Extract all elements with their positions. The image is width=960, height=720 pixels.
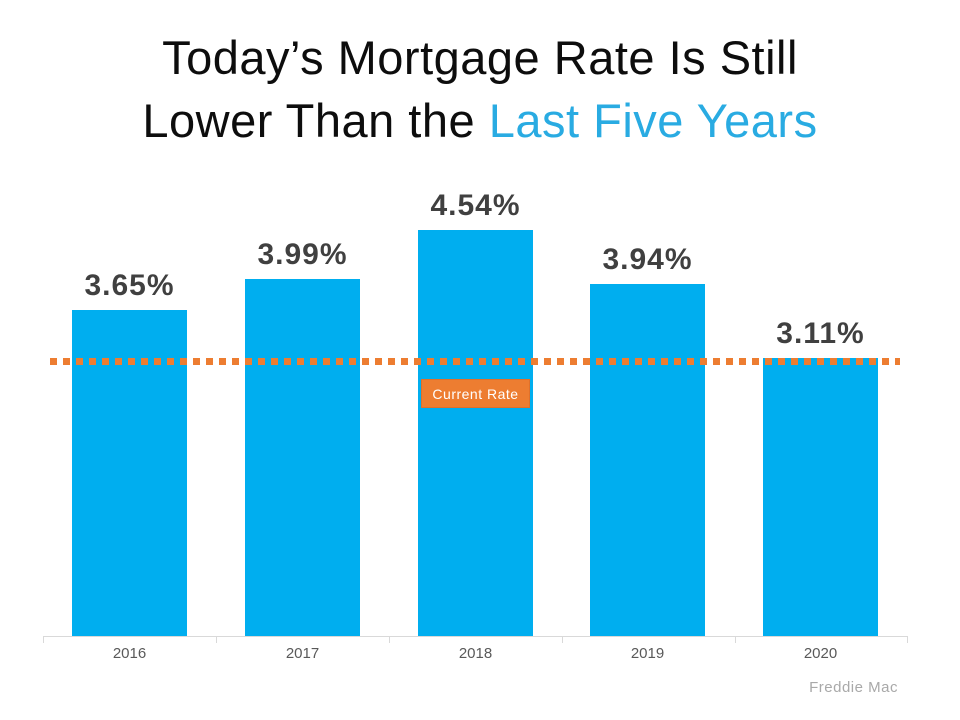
axis-tick xyxy=(735,637,736,643)
chart-title-line1: Today’s Mortgage Rate Is Still xyxy=(162,31,798,84)
x-axis-line xyxy=(43,636,908,643)
current-rate-line xyxy=(50,358,900,365)
axis-tick xyxy=(216,637,217,643)
x-tick-label-2020: 2020 xyxy=(803,645,838,662)
bar-value-label-2019: 3.94% xyxy=(602,243,693,276)
chart-title: Today’s Mortgage Rate Is Still Lower Tha… xyxy=(0,26,960,152)
chart-title-line2-accent: Last Five Years xyxy=(488,94,818,147)
x-tick-label-2019: 2019 xyxy=(630,645,665,662)
x-tick-label-2018: 2018 xyxy=(458,645,493,662)
bar-value-label-2016: 3.65% xyxy=(84,269,175,302)
chart-title-line2-prefix: Lower Than the xyxy=(142,94,489,147)
bar-value-label-2018: 4.54% xyxy=(430,189,521,222)
current-rate-tag: Current Rate xyxy=(421,379,530,408)
source-attribution: Freddie Mac xyxy=(809,679,898,696)
x-tick-label-2017: 2017 xyxy=(285,645,320,662)
axis-tick xyxy=(43,637,44,643)
axis-tick xyxy=(562,637,563,643)
chart-title-line2: Lower Than the Last Five Years xyxy=(0,89,960,152)
axis-tick xyxy=(389,637,390,643)
x-tick-label-2016: 2016 xyxy=(112,645,147,662)
bar-2017 xyxy=(245,279,360,637)
bar-2018 xyxy=(418,230,533,637)
bar-value-label-2017: 3.99% xyxy=(257,238,348,271)
axis-tick xyxy=(907,637,908,643)
bar-value-label-2020: 3.11% xyxy=(776,317,865,350)
bar-2020 xyxy=(763,358,878,637)
bar-2019 xyxy=(590,284,705,637)
current-rate-tag-label: Current Rate xyxy=(432,385,519,402)
